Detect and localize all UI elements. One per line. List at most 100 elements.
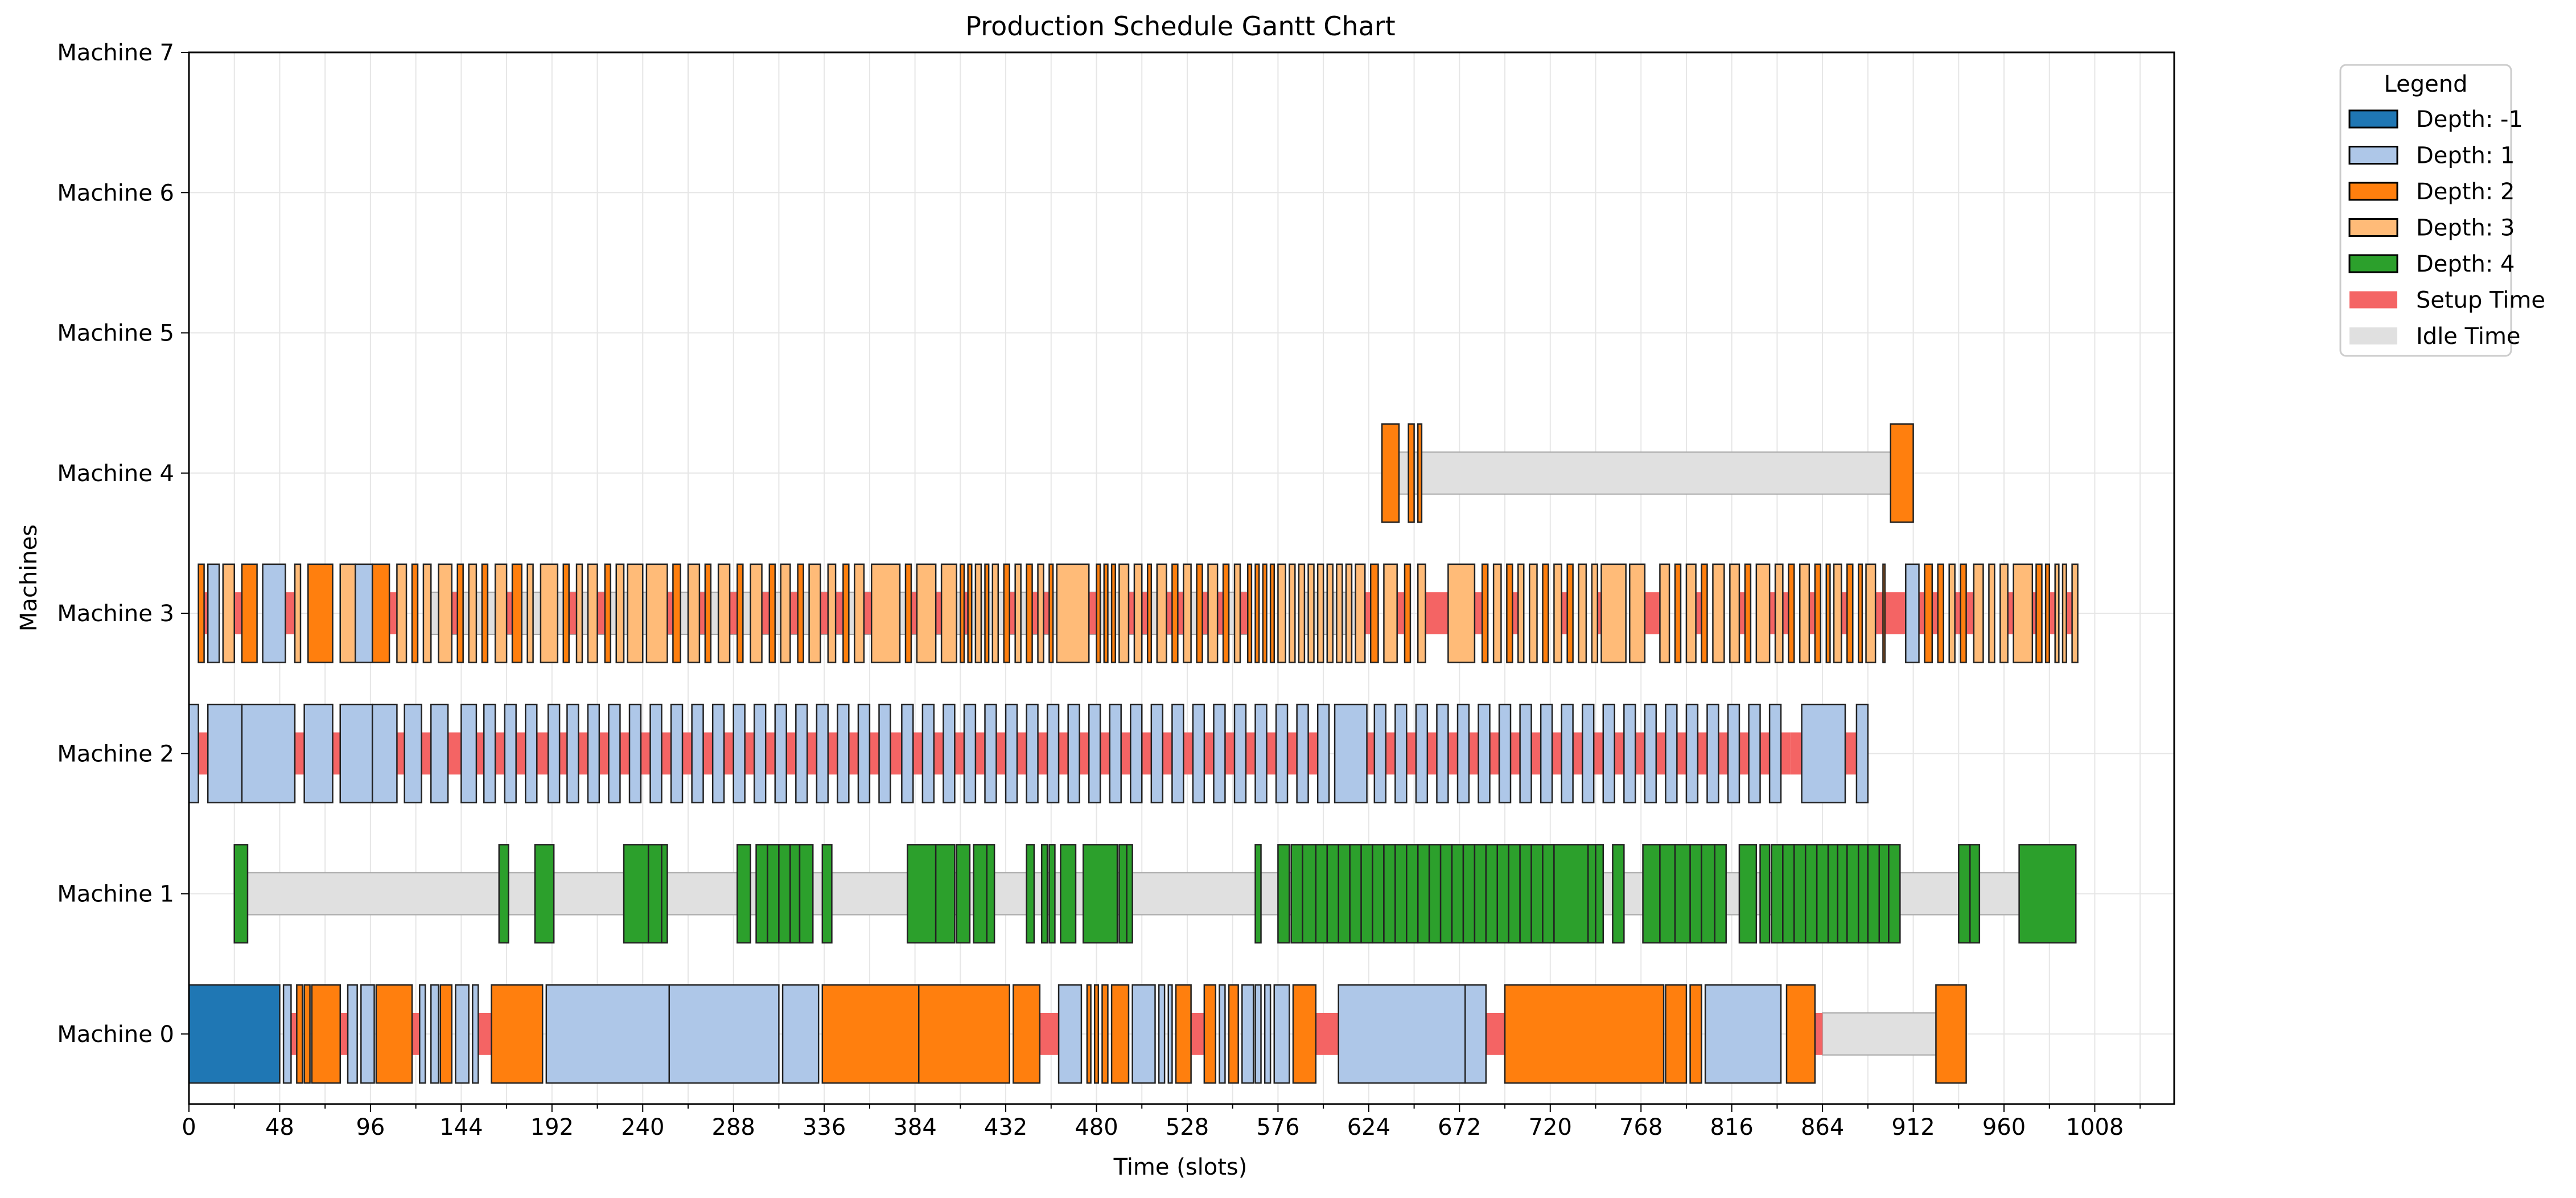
task-bar: [1665, 703, 1678, 803]
task-bar: [438, 563, 452, 663]
setup-bar: [1644, 592, 1660, 635]
task-bar: [1857, 563, 1863, 663]
x-tick-label: 720: [1529, 1114, 1572, 1140]
task-bar: [821, 844, 833, 944]
setup-bar: [389, 592, 397, 635]
x-tick-label: 768: [1619, 1114, 1663, 1140]
task-bar: [207, 563, 220, 663]
x-tick-label: 816: [1710, 1114, 1753, 1140]
task-bar: [1706, 703, 1719, 803]
task-bar: [188, 984, 281, 1084]
task-bar: [411, 563, 419, 663]
setup-bar: [911, 592, 917, 635]
task-bar: [960, 563, 965, 663]
task-bar: [1612, 844, 1625, 944]
setup-bar: [1573, 732, 1583, 775]
task-bar: [511, 563, 522, 663]
task-bar: [1326, 563, 1334, 663]
task-bar: [1837, 844, 1848, 944]
legend-swatch: [2348, 254, 2398, 273]
task-bar: [1026, 563, 1033, 663]
task-bar: [1316, 563, 1324, 663]
task-bar: [827, 563, 837, 663]
task-bar: [1415, 703, 1429, 803]
setup-bar: [1240, 592, 1248, 635]
task-bar: [921, 703, 935, 803]
task-bar: [870, 563, 901, 663]
setup-bar: [1770, 592, 1776, 635]
task-bar: [816, 703, 829, 803]
task-bar: [481, 563, 489, 663]
setup-bar: [964, 592, 968, 635]
task-bar: [1659, 844, 1676, 944]
task-bar: [956, 844, 971, 944]
task-bar: [1126, 844, 1133, 944]
task-bar: [736, 563, 744, 663]
task-bar: [1935, 984, 1967, 1084]
setup-bar: [1245, 732, 1256, 775]
task-bar: [1988, 563, 1995, 663]
task-bar: [918, 984, 1010, 1084]
setup-bar: [869, 732, 879, 775]
task-bar: [1254, 563, 1260, 663]
task-bar: [1960, 563, 1967, 663]
task-bar: [1040, 844, 1048, 944]
task-bar: [360, 984, 375, 1084]
task-bar: [1269, 563, 1275, 663]
task-bar: [1924, 563, 1933, 663]
task-bar: [472, 984, 479, 1084]
task-bar: [1642, 844, 1661, 944]
task-bar: [795, 703, 808, 803]
setup-bar: [1718, 732, 1729, 775]
setup-bar: [1448, 732, 1458, 775]
task-bar: [1003, 563, 1010, 663]
setup-bar: [1597, 592, 1602, 635]
task-bar: [670, 703, 684, 803]
task-bar: [1046, 703, 1060, 803]
setup-bar: [1594, 732, 1603, 775]
task-bar: [1436, 703, 1449, 803]
task-bar: [1372, 844, 1385, 944]
task-bar: [842, 563, 850, 663]
task-bar: [2071, 563, 2079, 663]
task-bar: [1417, 423, 1423, 523]
task-bar: [1254, 984, 1262, 1084]
task-bar: [1326, 844, 1339, 944]
task-bar: [1540, 703, 1553, 803]
task-bar: [1213, 703, 1226, 803]
task-bar: [1530, 844, 1544, 944]
task-bar: [1846, 563, 1854, 663]
task-bar: [1241, 984, 1254, 1084]
task-bar: [1771, 844, 1784, 944]
task-bar: [1581, 703, 1595, 803]
legend-swatch: [2348, 218, 2398, 237]
task-bar: [1517, 563, 1525, 663]
x-tick-label: 240: [621, 1114, 664, 1140]
legend-entries: Depth: -1 Depth: 1 Depth: 2 Depth: 3 Depth: …: [2348, 106, 2545, 350]
task-bar: [1233, 563, 1241, 663]
task-bar: [1156, 563, 1167, 663]
task-bar: [774, 703, 787, 803]
task-bar: [566, 703, 579, 803]
task-bar: [375, 984, 413, 1084]
x-tick-label: 480: [1075, 1114, 1118, 1140]
task-bar: [1048, 563, 1054, 663]
setup-bar: [478, 1012, 492, 1055]
task-bar: [2035, 563, 2043, 663]
setup-bar: [2007, 592, 2014, 635]
legend-swatch: [2348, 146, 2398, 165]
task-bar: [545, 984, 670, 1084]
task-bar: [1600, 563, 1627, 663]
task-bar: [1481, 563, 1489, 663]
task-bar: [1175, 984, 1192, 1084]
task-bar: [1086, 984, 1092, 1084]
task-bar: [1542, 563, 1549, 663]
task-bar: [1336, 563, 1343, 663]
task-bar: [1275, 703, 1289, 803]
task-bar: [534, 844, 555, 944]
task-bar: [778, 844, 791, 944]
task-bar: [1748, 703, 1761, 803]
task-bar: [1659, 563, 1670, 663]
task-bar: [1553, 563, 1562, 663]
task-bar: [1196, 563, 1203, 663]
